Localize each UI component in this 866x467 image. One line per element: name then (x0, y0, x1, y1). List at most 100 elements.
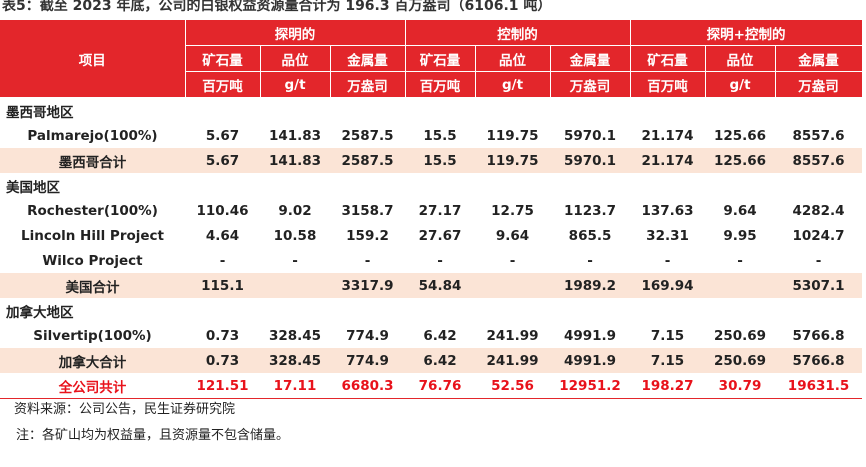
header-cell: 品位 (260, 45, 331, 72)
table-cell: 4991.9 (550, 348, 631, 373)
header-cell: 控制的 (405, 20, 631, 46)
row-label: 全公司共计 (0, 373, 185, 399)
table-cell: 6680.3 (330, 373, 406, 399)
table-cell: 54.84 (405, 273, 476, 298)
table-cell: 121.51 (185, 373, 260, 399)
table-row: Rochester(100%) 110.46 9.02 3158.7 27.17 12.7… (0, 198, 862, 223)
region-label: 美国地区 (6, 179, 60, 196)
table-cell: 5307.1 (775, 273, 863, 298)
table-row: 墨西哥合计 5.67 141.83 2587.5 15.5 119.75 5970.1 21.… (0, 148, 863, 173)
table-row: 美国地区 (0, 173, 862, 198)
row-label: 美国合计 (0, 273, 185, 298)
table-cell: 250.69 (705, 348, 776, 373)
table-cell: 119.75 (475, 148, 551, 173)
table-cell: 0.73 (185, 348, 260, 373)
table-cell: 241.99 (475, 348, 551, 373)
row-label: Wilco Project (42, 252, 143, 269)
table-cell: - (815, 252, 822, 269)
table-cell: 159.2 (346, 227, 389, 244)
table-cell: 125.66 (713, 127, 767, 144)
table-row: 加拿大地区 (0, 298, 862, 323)
table-cell: 27.17 (418, 202, 462, 219)
table-cell: - (664, 252, 671, 269)
table-cell: 17.11 (260, 373, 330, 399)
table-cell: 774.9 (330, 348, 406, 373)
table-cell (705, 273, 776, 298)
table-cell: 141.83 (268, 127, 322, 144)
table-cell: 27.67 (418, 227, 462, 244)
header-cell: 探明的 (185, 20, 406, 46)
table-cell: 8557.6 (775, 148, 863, 173)
header-cell: g/t (705, 71, 776, 98)
table-cell: 5970.1 (550, 148, 631, 173)
table-cell: 1989.2 (550, 273, 631, 298)
header-cell: g/t (260, 71, 331, 98)
header-cell: 矿石量 (630, 45, 706, 72)
table-cell: 19631.5 (775, 373, 863, 399)
header-cell: 矿石量 (405, 45, 476, 72)
header-cell: 品位 (475, 45, 551, 72)
table-cell: 9.02 (278, 202, 312, 219)
table-cell: 6.42 (423, 327, 457, 344)
table-cell: 250.69 (713, 327, 767, 344)
table-cell: 5766.8 (775, 348, 863, 373)
table-cell: 9.64 (495, 227, 530, 244)
table-cell: 8557.6 (792, 127, 845, 144)
table-cell (475, 273, 551, 298)
footnote: 注：各矿山均为权益量，且资源量不包含储量。 (16, 428, 290, 443)
header-cell: 万盎司 (550, 71, 631, 98)
table-cell: 4282.4 (792, 202, 845, 219)
row-label: Rochester(100%) (27, 202, 158, 219)
table-cell: - (292, 252, 298, 269)
row-label: Palmarejo(100%) (27, 127, 158, 144)
table-cell: 241.99 (486, 327, 539, 344)
header-cell: 万盎司 (330, 71, 406, 98)
row-label: 墨西哥合计 (0, 148, 185, 173)
table-cell: 3158.7 (341, 202, 394, 219)
table-cell: 141.83 (260, 148, 330, 173)
header-cell: 项目 (0, 20, 186, 98)
row-label: Silvertip(100%) (33, 327, 152, 344)
table-cell: 15.5 (423, 127, 457, 144)
table-cell: - (587, 252, 593, 269)
table-cell: 865.5 (568, 227, 612, 244)
row-label: Lincoln Hill Project (20, 227, 164, 244)
table-cell: 5970.1 (563, 127, 617, 144)
table-row: Palmarejo(100%) 5.67 141.83 2587.5 15.5 119.7… (0, 123, 862, 148)
table-cell: 52.56 (475, 373, 551, 399)
table-cell: 12951.2 (550, 373, 631, 399)
table-cell: 328.45 (268, 327, 322, 344)
table-cell: - (437, 252, 443, 269)
table-cell: 3317.9 (330, 273, 406, 298)
header-cell: 百万吨 (405, 71, 476, 98)
header-cell: 金属量 (775, 45, 863, 72)
table-row: 墨西哥地区 (0, 98, 862, 124)
table-cell: 10.58 (273, 227, 317, 244)
region-label: 墨西哥地区 (6, 104, 74, 121)
table-cell: 5.67 (205, 127, 240, 144)
header-row: 项目 探明的 控制的 探明+控制的 (0, 20, 863, 98)
table-cell: 5.67 (185, 148, 260, 173)
table-cell: 169.94 (630, 273, 706, 298)
table-cell: 774.9 (346, 327, 389, 344)
table-cell: 1123.7 (563, 202, 617, 219)
region-label: 加拿大地区 (6, 304, 74, 321)
table-cell: 7.15 (650, 327, 685, 344)
table-cell: 30.79 (705, 373, 776, 399)
table-cell (260, 273, 330, 298)
header-row: 矿石量 品位 金属量 矿石量 品位 金属量 矿石量 品位 金属量 (0, 45, 863, 72)
source-note: 资料来源：公司公告，民生证券研究院 (14, 402, 236, 417)
table-cell: 0.73 (205, 327, 240, 344)
table-cell: 110.46 (196, 202, 249, 219)
table-cell: - (364, 252, 371, 269)
table-cell: 4.64 (205, 227, 240, 244)
table-cell: 12.75 (491, 202, 534, 219)
header-cell: g/t (475, 71, 551, 98)
table-cell: 76.76 (405, 373, 476, 399)
header-cell: 探明+控制的 (630, 20, 863, 46)
table-row: 加拿大合计 0.73 328.45 774.9 6.42 241.99 4991.9 7.15… (0, 348, 863, 373)
table-cell: 7.15 (630, 348, 706, 373)
table-cell: 15.5 (405, 148, 476, 173)
table-row: Wilco Project - - - - - - - - - (0, 248, 862, 273)
